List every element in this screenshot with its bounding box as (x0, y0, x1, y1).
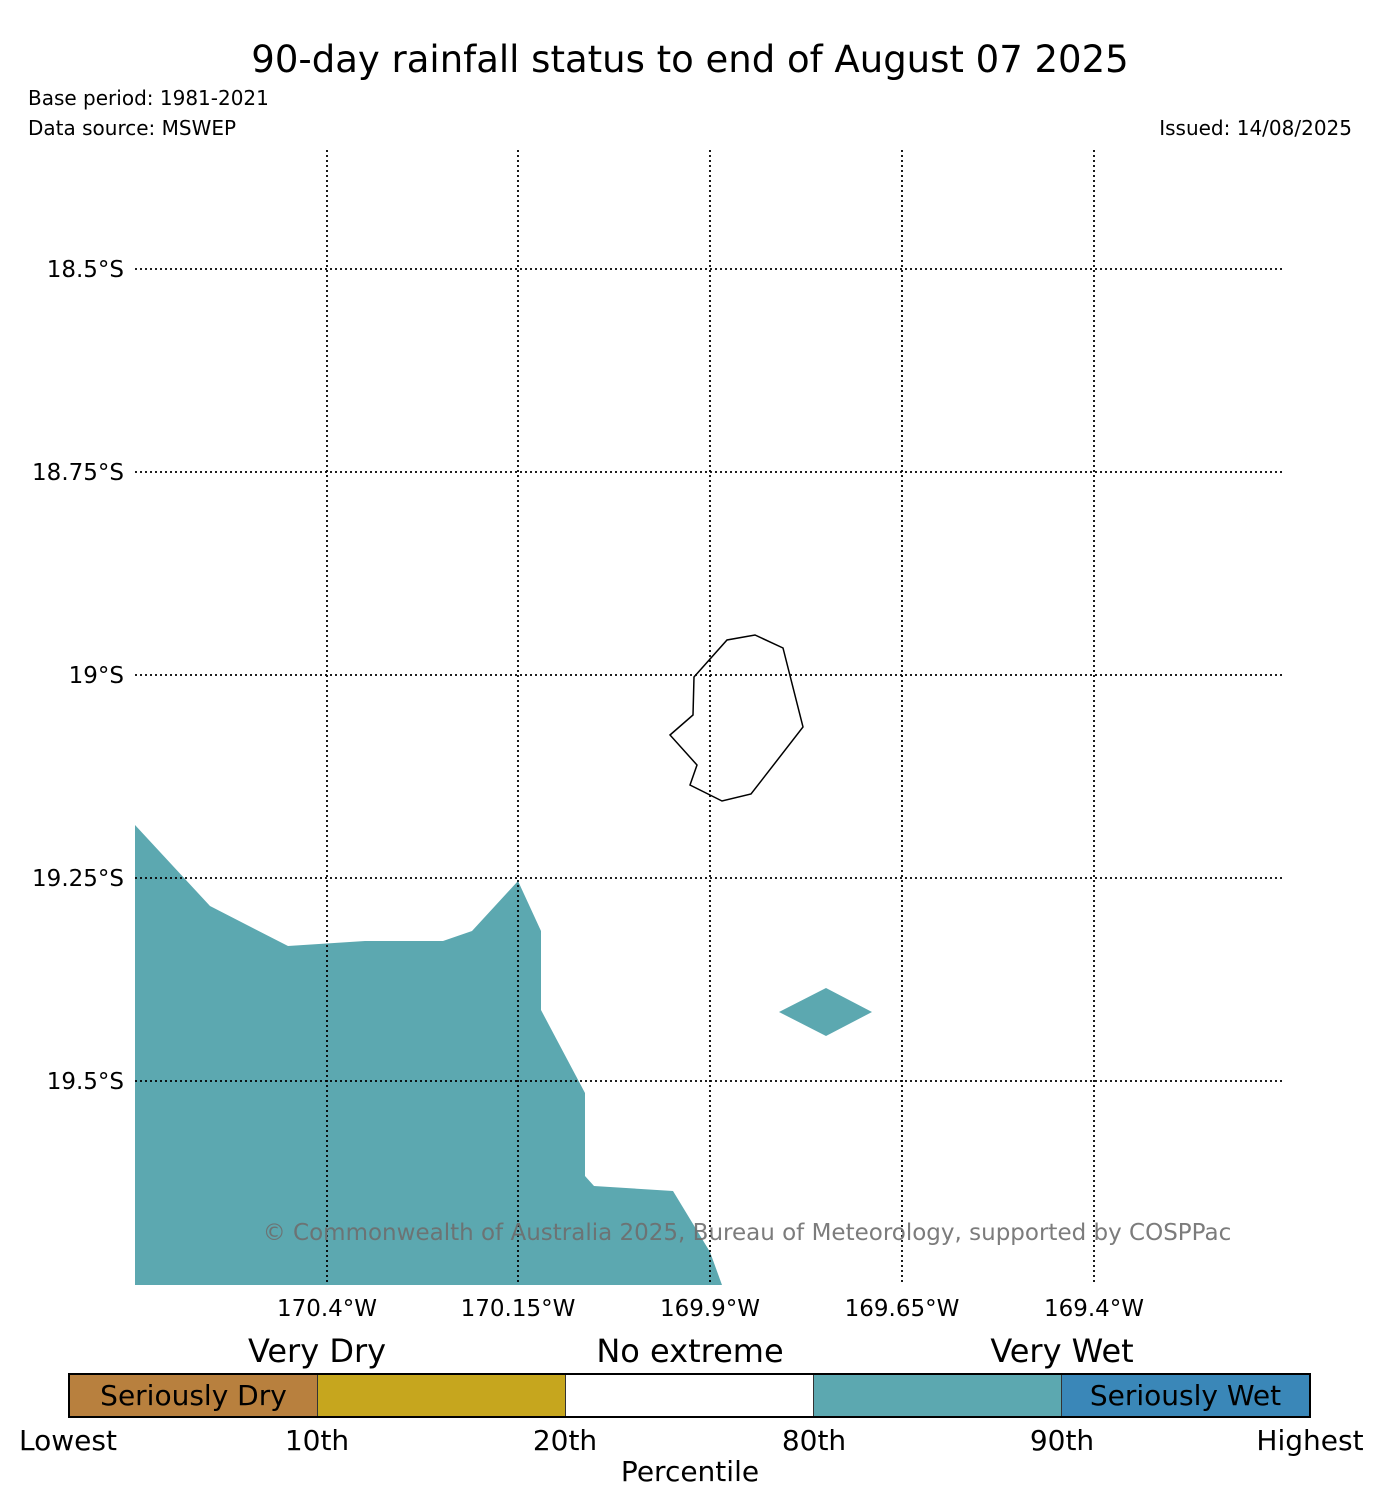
legend-very-dry (317, 1375, 565, 1416)
rainfall-map: 18.5°S 18.75°S 19°S 19.25°S 19.5°S 170.4… (32, 150, 1285, 1322)
legend-no-extreme (565, 1375, 813, 1416)
copyright-notice: © Commonwealth of Australia 2025, Bureau… (263, 1220, 1232, 1246)
lon-label: 169.65°W (845, 1296, 960, 1322)
percentile-tick: 20th (532, 1424, 598, 1457)
island-outline (668, 634, 804, 802)
percentile-tick: 90th (1029, 1424, 1095, 1457)
lat-label: 19.5°S (47, 1069, 124, 1095)
legend-seriously-wet: Seriously Wet (1061, 1375, 1309, 1416)
base-period: Base period: 1981-2021 (28, 86, 269, 110)
legend-very-wet (813, 1375, 1061, 1416)
lon-label: 169.9°W (660, 1296, 760, 1322)
percentile-tick: 10th (284, 1424, 350, 1457)
lon-label: 170.4°W (277, 1296, 377, 1322)
lat-label: 19.25°S (32, 866, 124, 892)
legend-group-very-dry: Very Dry (247, 1332, 387, 1370)
map-title: 90-day rainfall status to end of August … (251, 38, 1129, 81)
lon-label: 169.4°W (1044, 1296, 1144, 1322)
lat-label: 18.75°S (32, 460, 124, 486)
legend-colorbar: Seriously Dry Seriously Wet (68, 1373, 1311, 1418)
lon-label: 170.15°W (461, 1296, 576, 1322)
lat-label: 19°S (69, 663, 124, 689)
data-source: Data source: MSWEP (28, 116, 237, 140)
very-wet-region-large (135, 825, 722, 1285)
percentile-tick: 80th (781, 1424, 847, 1457)
lat-label: 18.5°S (47, 257, 124, 283)
percentile-tick: Highest (1256, 1424, 1364, 1457)
issued-date: Issued: 14/08/2025 (1159, 116, 1352, 140)
percentile-tick: Lowest (19, 1424, 117, 1457)
legend-group-no-extreme: No extreme (596, 1332, 784, 1370)
percentile-axis-title: Percentile (620, 1455, 760, 1488)
very-wet-region-small (779, 988, 872, 1036)
legend-seriously-dry: Seriously Dry (70, 1375, 317, 1416)
longitude-gridlines (326, 150, 1095, 1285)
legend-group-very-wet: Very Wet (990, 1332, 1134, 1370)
